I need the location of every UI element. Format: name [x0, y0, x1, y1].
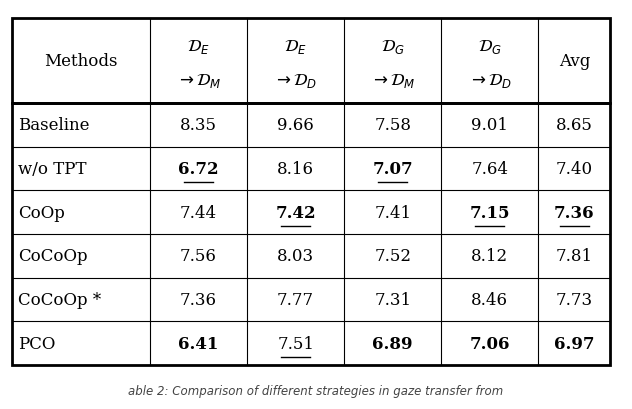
Text: 9.66: 9.66 [277, 117, 314, 134]
Text: $\mathcal{D}_{E}$: $\mathcal{D}_{E}$ [187, 38, 210, 56]
Text: 7.58: 7.58 [374, 117, 411, 134]
Text: $\rightarrow \mathcal{D}_{M}$: $\rightarrow \mathcal{D}_{M}$ [370, 72, 416, 90]
Text: able 2: Comparison of different strategies in gaze transfer from: able 2: Comparison of different strategi… [128, 384, 504, 397]
Text: 7.15: 7.15 [470, 204, 510, 221]
Text: 8.16: 8.16 [277, 160, 314, 178]
Text: Avg: Avg [559, 53, 590, 70]
Text: 7.51: 7.51 [277, 335, 314, 352]
Text: 7.36: 7.36 [180, 291, 217, 308]
Text: $\mathcal{D}_{G}$: $\mathcal{D}_{G}$ [380, 38, 404, 56]
Text: Baseline: Baseline [18, 117, 90, 134]
Text: $\mathcal{D}_{G}$: $\mathcal{D}_{G}$ [478, 38, 502, 56]
Text: 7.73: 7.73 [556, 291, 593, 308]
Text: 6.41: 6.41 [178, 335, 219, 352]
Text: 7.41: 7.41 [374, 204, 411, 221]
Text: CoCoOp: CoCoOp [18, 248, 88, 265]
Text: 7.36: 7.36 [554, 204, 595, 221]
Text: 8.12: 8.12 [471, 248, 508, 265]
Text: 7.07: 7.07 [372, 160, 413, 178]
Bar [12, 103, 611, 365]
Text: 7.52: 7.52 [374, 248, 411, 265]
Text: 7.06: 7.06 [470, 335, 510, 352]
Bar [12, 19, 611, 103]
Text: PCO: PCO [18, 335, 56, 352]
Text: CoCoOp *: CoCoOp * [18, 291, 102, 308]
Text: Methods: Methods [44, 53, 118, 70]
Text: 7.56: 7.56 [180, 248, 217, 265]
Text: 8.35: 8.35 [180, 117, 217, 134]
Text: 7.81: 7.81 [556, 248, 593, 265]
Text: 8.46: 8.46 [471, 291, 508, 308]
Text: 7.64: 7.64 [471, 160, 508, 178]
Text: 8.65: 8.65 [556, 117, 593, 134]
Text: 7.31: 7.31 [374, 291, 411, 308]
Text: $\rightarrow \mathcal{D}_{M}$: $\rightarrow \mathcal{D}_{M}$ [176, 72, 221, 90]
Text: CoOp: CoOp [18, 204, 65, 221]
Text: w/o TPT: w/o TPT [18, 160, 87, 178]
Text: 7.42: 7.42 [276, 204, 316, 221]
Text: $\rightarrow \mathcal{D}_{D}$: $\rightarrow \mathcal{D}_{D}$ [468, 72, 512, 90]
Text: 7.77: 7.77 [277, 291, 314, 308]
Text: 9.01: 9.01 [471, 117, 508, 134]
Text: 7.44: 7.44 [180, 204, 217, 221]
Text: 6.72: 6.72 [178, 160, 219, 178]
Text: 6.97: 6.97 [554, 335, 595, 352]
Text: 6.89: 6.89 [372, 335, 413, 352]
Text: $\mathcal{D}_{E}$: $\mathcal{D}_{E}$ [284, 38, 307, 56]
Text: 7.40: 7.40 [556, 160, 593, 178]
Text: 8.03: 8.03 [277, 248, 314, 265]
Text: $\rightarrow \mathcal{D}_{D}$: $\rightarrow \mathcal{D}_{D}$ [274, 72, 318, 90]
